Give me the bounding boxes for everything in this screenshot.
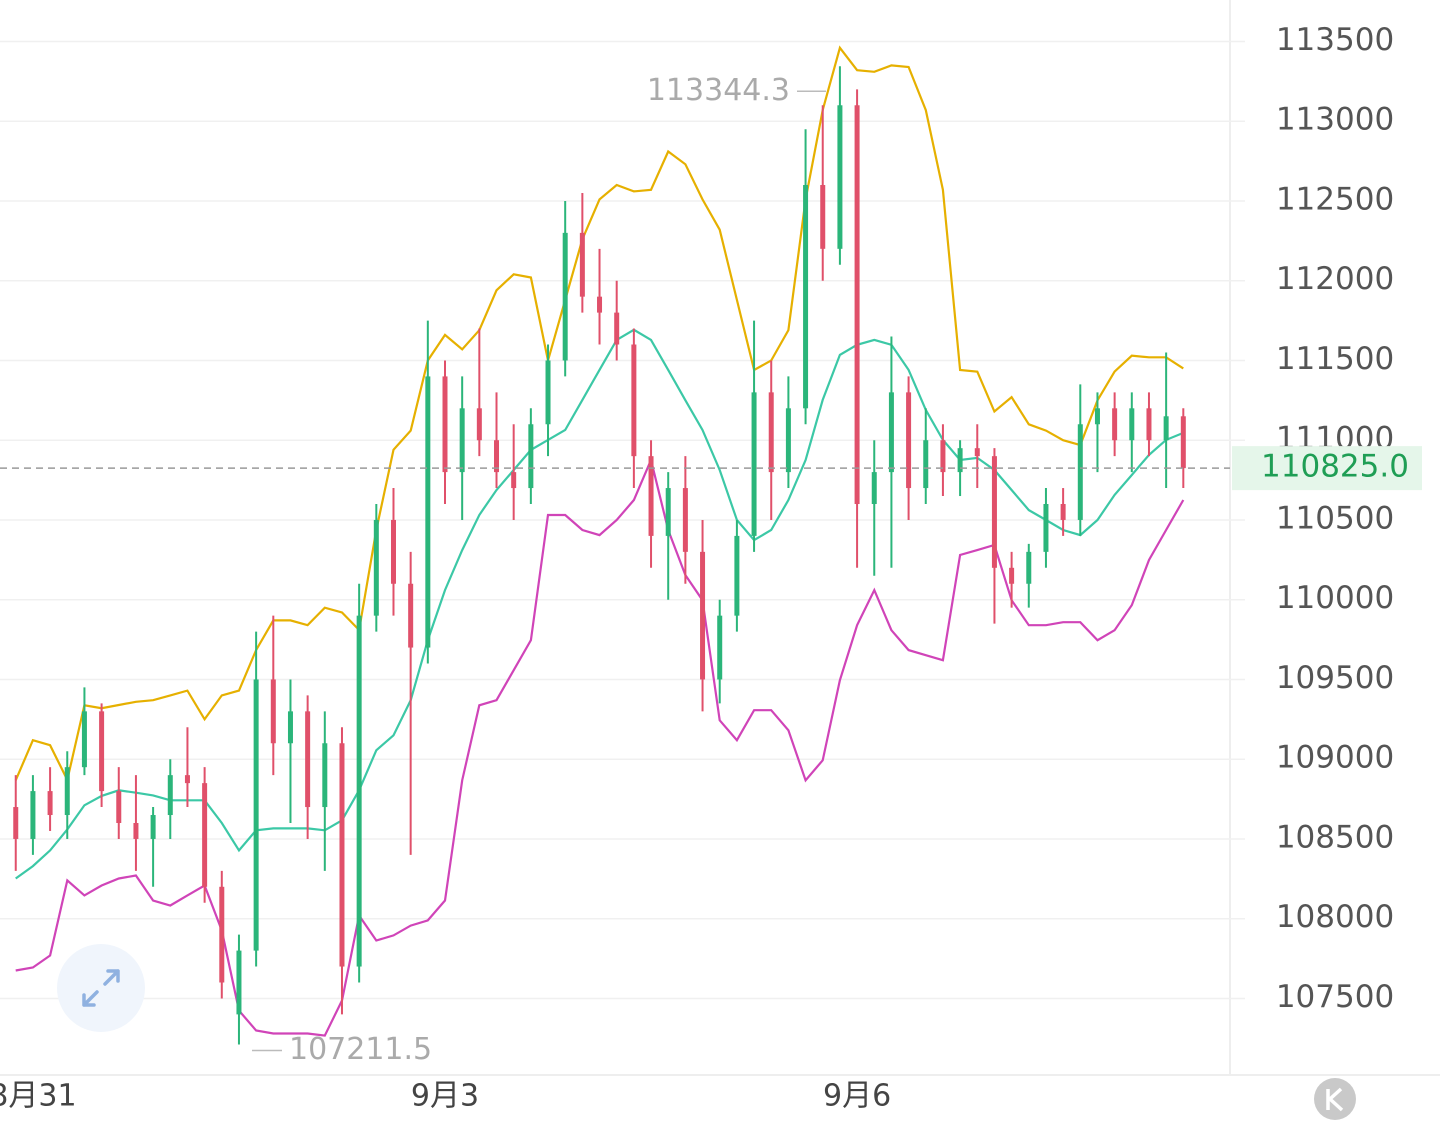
- candle-body: [150, 815, 156, 839]
- x-tick-label: 9月6: [823, 1079, 891, 1114]
- candle-body: [1094, 408, 1100, 425]
- expand-icon[interactable]: [57, 944, 145, 1032]
- middle-band: [15, 328, 1184, 880]
- y-tick-label: 113000: [1276, 102, 1394, 138]
- candle-body: [1180, 416, 1186, 469]
- candle-body: [167, 775, 173, 816]
- candle-body: [528, 424, 534, 489]
- y-tick-label: 109000: [1276, 740, 1394, 776]
- candle-body: [476, 408, 482, 441]
- candle-body: [871, 472, 877, 505]
- y-tick-label: 110000: [1276, 580, 1394, 616]
- candle-body: [923, 440, 929, 489]
- candle-body: [47, 791, 53, 816]
- candle-body: [597, 296, 603, 313]
- candle-body: [1146, 408, 1152, 441]
- candle-body: [1077, 424, 1083, 520]
- lower-band: [15, 456, 1185, 1037]
- max-annotation: 113344.3: [647, 73, 790, 108]
- y-tick-label: 113500: [1276, 22, 1394, 58]
- candle-body: [974, 448, 980, 457]
- candle-body: [202, 783, 208, 887]
- candle-body: [30, 791, 36, 839]
- candle-body: [184, 775, 190, 784]
- candle-body: [81, 711, 87, 768]
- last-price-label: 110825.0: [1261, 449, 1409, 485]
- candle-body: [459, 408, 465, 473]
- candle-body: [665, 488, 671, 536]
- y-tick-label: 111500: [1276, 341, 1394, 377]
- candle-body: [648, 456, 654, 536]
- y-tick-label: 112000: [1276, 261, 1394, 297]
- candle-body: [957, 448, 963, 473]
- candle-body: [545, 360, 551, 425]
- candle-body: [991, 456, 997, 568]
- candle-body: [700, 551, 706, 680]
- candle-body: [408, 583, 414, 648]
- candle-body: [1112, 408, 1118, 441]
- logo[interactable]: [1314, 1078, 1356, 1120]
- candle-body: [562, 232, 568, 361]
- candle-body: [906, 392, 912, 489]
- candle-body: [682, 488, 688, 552]
- y-tick-label: 108000: [1276, 899, 1394, 935]
- candle-body: [631, 344, 637, 457]
- candle-body: [322, 743, 328, 808]
- candle-body: [373, 519, 379, 616]
- candle-body: [717, 615, 723, 680]
- candle-body: [888, 392, 894, 473]
- labels: 107500 108000 108500 109000 109500 110000 1105…: [0, 22, 1422, 1114]
- y-tick-label: 109500: [1276, 660, 1394, 696]
- candle-body: [614, 312, 620, 345]
- candle-body: [734, 535, 740, 616]
- candle-body: [305, 711, 311, 808]
- bands: [14, 45, 1185, 1037]
- candle-body: [442, 376, 448, 473]
- candle-body: [1043, 504, 1049, 552]
- candle-body: [940, 440, 946, 473]
- y-tick-label: 108500: [1276, 819, 1394, 855]
- candle-body: [579, 232, 585, 297]
- candle-body: [99, 711, 105, 792]
- candle-body: [854, 105, 860, 505]
- y-tick-label: 110500: [1276, 500, 1394, 536]
- candle-body: [356, 615, 362, 967]
- candle-body: [253, 679, 259, 951]
- candle-body: [116, 791, 122, 823]
- candle-body: [425, 376, 431, 648]
- x-tick-label: 9月3: [411, 1079, 479, 1114]
- grid: [0, 40, 1245, 1000]
- candle-body: [1060, 504, 1066, 520]
- candle-body: [219, 886, 225, 983]
- candle-body: [390, 519, 396, 584]
- candle-body: [270, 679, 276, 744]
- candle-body: [803, 185, 809, 409]
- upper-band: [14, 45, 1184, 784]
- y-tick-label: 112500: [1276, 181, 1394, 217]
- candle-body: [768, 392, 774, 473]
- x-tick-label: 8月31: [0, 1079, 77, 1114]
- candle-body: [1129, 408, 1135, 441]
- candle-body: [133, 822, 139, 839]
- candle-body: [1009, 567, 1015, 584]
- candle-body: [1163, 416, 1169, 441]
- candle-body: [785, 408, 791, 473]
- min-annotation: 107211.5: [289, 1032, 432, 1067]
- y-tick-label: 107500: [1276, 979, 1394, 1015]
- candle-body: [236, 950, 242, 1015]
- candle-body: [511, 472, 517, 489]
- last-price-box: [1232, 446, 1422, 491]
- candle-body: [494, 440, 500, 473]
- candle-body: [13, 807, 19, 839]
- candle-body: [339, 743, 345, 967]
- candle-body: [837, 105, 843, 249]
- candle-body: [1026, 551, 1032, 584]
- candle-body: [820, 185, 826, 249]
- candle-body: [287, 711, 293, 744]
- candle-body: [751, 392, 757, 536]
- candle-body: [64, 767, 70, 816]
- candles: [13, 66, 1186, 1045]
